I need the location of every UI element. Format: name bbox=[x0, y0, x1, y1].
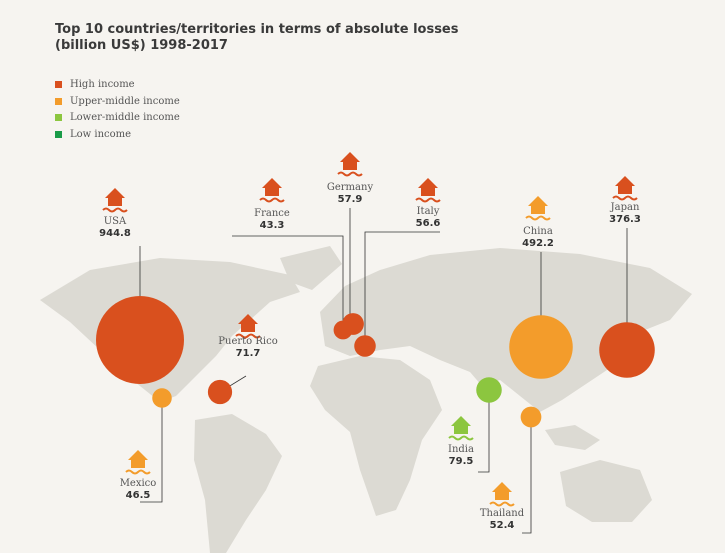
hazard-icon bbox=[451, 416, 471, 434]
legend-swatch bbox=[55, 97, 62, 105]
hazard-wave bbox=[448, 435, 474, 441]
country-label: USA 944.8 bbox=[85, 216, 145, 240]
leader-line bbox=[140, 402, 163, 503]
hazard-icon bbox=[238, 314, 258, 332]
hazard-icon bbox=[492, 482, 512, 500]
continents bbox=[40, 246, 692, 553]
country-name: France bbox=[254, 208, 290, 219]
hazard-icons bbox=[102, 152, 638, 507]
south-america bbox=[194, 414, 282, 553]
legend-swatch bbox=[55, 81, 62, 88]
legend-item: Low income bbox=[55, 129, 131, 140]
hazard-wave bbox=[612, 195, 638, 201]
hazard-wave bbox=[125, 469, 151, 475]
bubble bbox=[96, 296, 184, 384]
legend-label: High income bbox=[70, 79, 135, 90]
country-name: Japan bbox=[610, 202, 640, 213]
country-name: Mexico bbox=[119, 478, 157, 489]
country-label: Japan 376.3 bbox=[595, 202, 655, 226]
country-name: Italy bbox=[416, 206, 440, 217]
hazard-wave bbox=[235, 333, 261, 339]
country-label: Germany 57.9 bbox=[320, 182, 380, 206]
hazard-icon bbox=[418, 178, 438, 196]
country-label: China 492.2 bbox=[508, 226, 568, 250]
hazard-wave bbox=[525, 215, 551, 221]
legend-label: Upper-middle income bbox=[70, 95, 180, 107]
legend-swatch bbox=[55, 114, 62, 122]
country-value: 492.2 bbox=[522, 238, 554, 249]
legend-item: High income bbox=[55, 79, 135, 90]
hazard-icon bbox=[262, 178, 282, 196]
country-value: 79.5 bbox=[448, 456, 474, 467]
legend-swatch bbox=[55, 131, 62, 139]
country-label: Puerto Rico 71.7 bbox=[218, 336, 278, 360]
country-name: India bbox=[448, 444, 474, 455]
hazard-wave bbox=[415, 197, 441, 203]
australia bbox=[560, 460, 652, 522]
country-label: Italy 56.6 bbox=[398, 206, 458, 230]
hazard-icon bbox=[128, 450, 148, 468]
country-value: 43.3 bbox=[259, 220, 285, 231]
title: Top 10 countries/territories in terms of… bbox=[55, 22, 459, 37]
hazard-wave bbox=[102, 207, 128, 213]
greenland bbox=[280, 246, 342, 290]
leader-line bbox=[522, 421, 532, 534]
bubble bbox=[207, 379, 233, 405]
country-value: 944.8 bbox=[99, 228, 131, 239]
islands bbox=[545, 425, 600, 450]
country-name: China bbox=[523, 226, 553, 237]
leader-line bbox=[364, 231, 440, 342]
country-value: 56.6 bbox=[415, 218, 441, 229]
hazard-wave bbox=[337, 171, 363, 177]
legend-label: Low income bbox=[70, 129, 132, 141]
country-value: 57.9 bbox=[337, 194, 363, 205]
bubble bbox=[476, 377, 502, 403]
country-value: 46.5 bbox=[125, 490, 151, 501]
country-value: 52.4 bbox=[489, 520, 515, 531]
legend-item: Lower-middle income bbox=[55, 112, 180, 123]
country-value: 376.3 bbox=[609, 214, 641, 225]
hazard-icon bbox=[105, 188, 125, 206]
leader-lines bbox=[139, 208, 628, 534]
leader-line bbox=[232, 235, 344, 326]
bubble bbox=[354, 335, 376, 357]
country-name: Thailand bbox=[479, 508, 525, 519]
leader-line bbox=[478, 394, 490, 473]
eurasia bbox=[320, 248, 692, 412]
country-value: 71.7 bbox=[235, 348, 261, 359]
hazard-wave bbox=[259, 197, 285, 203]
africa bbox=[310, 356, 442, 516]
bubble bbox=[342, 313, 364, 335]
country-name: Germany bbox=[326, 182, 374, 193]
title: (billion US$) 1998-2017 bbox=[55, 38, 228, 53]
bubble bbox=[520, 406, 542, 428]
hazard-icon bbox=[615, 176, 635, 194]
country-name: Puerto Rico bbox=[218, 336, 278, 347]
bubble bbox=[599, 322, 655, 378]
country-label: Thailand 52.4 bbox=[472, 508, 532, 532]
legend-item: Upper-middle income bbox=[55, 96, 180, 107]
country-label: France 43.3 bbox=[242, 208, 302, 232]
hazard-icon bbox=[340, 152, 360, 170]
country-label: Mexico 46.5 bbox=[108, 478, 168, 502]
country-name: USA bbox=[103, 216, 127, 227]
country-label: India 79.5 bbox=[431, 444, 491, 468]
bubbles bbox=[96, 296, 655, 428]
hazard-wave bbox=[489, 501, 515, 507]
bubble bbox=[152, 388, 172, 408]
legend-label: Lower-middle income bbox=[70, 112, 180, 124]
bubble bbox=[509, 315, 573, 379]
hazard-icon bbox=[528, 196, 548, 214]
